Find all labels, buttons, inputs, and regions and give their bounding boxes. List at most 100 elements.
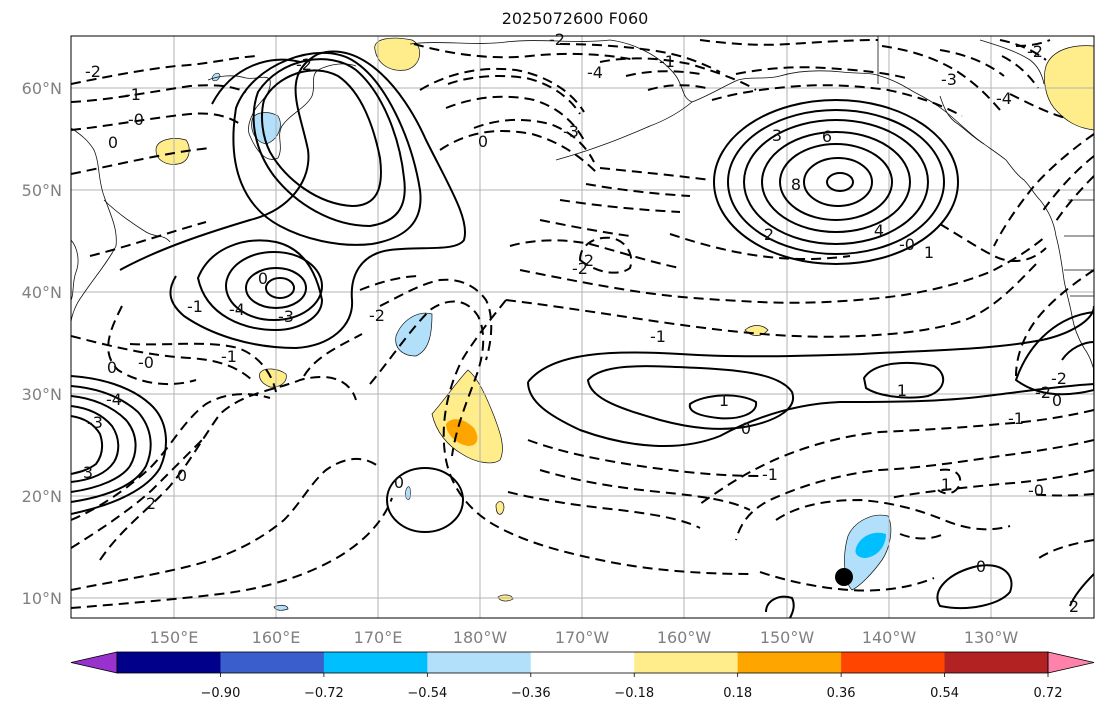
negative-contours xyxy=(71,39,1094,609)
high-center-contour xyxy=(713,99,959,265)
contour-label: -2 xyxy=(1027,42,1043,61)
colorbar-tick-label: 0.54 xyxy=(930,686,959,701)
contour-label: 1 xyxy=(924,243,934,262)
contour-label: 4 xyxy=(874,221,884,240)
map-title: 2025072600 F060 xyxy=(501,9,649,28)
contour-label: 0 xyxy=(108,133,118,152)
contour-label: -2 xyxy=(1051,369,1067,388)
contour-label: -1 xyxy=(650,327,666,346)
latitude-label: 30°N xyxy=(22,385,62,404)
contour-label: -0 xyxy=(899,235,915,254)
contour-label: 0 xyxy=(394,473,404,492)
colorbar-swatch xyxy=(530,652,635,673)
contour-label: 1 xyxy=(941,475,951,494)
colorbar-tick-label: −0.36 xyxy=(511,686,551,701)
yellow-patch xyxy=(155,138,190,165)
latitude-label: 50°N xyxy=(22,181,62,200)
colorbar-tick-label: −0.90 xyxy=(201,686,241,701)
contour-label: 0 xyxy=(258,269,268,288)
colorbar-swatch xyxy=(634,652,739,673)
colorbar-swatch xyxy=(737,652,842,673)
colorbar-tick-label: −0.18 xyxy=(614,686,654,701)
contour-label: -1 xyxy=(187,297,203,316)
yellow-patch xyxy=(495,501,505,515)
contour-label: 2 xyxy=(764,225,774,244)
contour-label: -2 xyxy=(549,30,565,49)
longitude-label: 180°W xyxy=(453,628,508,647)
colorbar-tick-labels: −0.90 −0.72 −0.54 −0.36 −0.18 0.18 0.36 0.54 0.7… xyxy=(201,673,1063,701)
contour-label: -1 xyxy=(659,52,675,71)
colorbar-tick-label: 0.36 xyxy=(827,686,856,701)
colorbar-extend-high xyxy=(1047,651,1095,674)
colorbar-swatch xyxy=(117,652,221,673)
contour-label: 1 xyxy=(719,391,729,410)
colorbar-tick-label: −0.72 xyxy=(304,686,344,701)
colorbar-swatch xyxy=(323,652,428,673)
storm-center-marker xyxy=(835,568,853,586)
contour-label: -2 xyxy=(572,259,588,278)
contour-label: -0 xyxy=(1028,481,1044,500)
longitude-label: 130°W xyxy=(964,628,1019,647)
latitude-label: 20°N xyxy=(22,487,62,506)
longitude-label: 170°W xyxy=(555,628,610,647)
colorbar-swatch xyxy=(841,652,946,673)
contour-label: -3 xyxy=(278,307,294,326)
latitude-axis: 60°N 50°N 40°N 30°N 20°N 10°N xyxy=(22,79,62,608)
contour-label: 8 xyxy=(791,175,801,194)
contour-label: -1 xyxy=(1008,409,1024,428)
contour-label: -1 xyxy=(221,347,237,366)
yellow-patch xyxy=(259,368,287,388)
colorbar-tick-label: 0.72 xyxy=(1034,686,1063,701)
contour-label: -2 xyxy=(85,62,101,81)
colorbar-extend-low xyxy=(70,651,118,674)
contour-label: -0 xyxy=(138,353,154,372)
contour-label: 0 xyxy=(177,466,187,485)
contour-lines xyxy=(71,39,1094,618)
contour-label: 2 xyxy=(584,251,594,270)
blue-patch xyxy=(855,532,886,558)
positive-contours xyxy=(71,50,1094,618)
longitude-label: 150°W xyxy=(760,628,815,647)
contour-label: 0 xyxy=(976,557,986,576)
contour-label: 0 xyxy=(1052,391,1062,410)
contour-label: -2 xyxy=(1035,383,1051,402)
contour-label: 0 xyxy=(107,358,117,377)
contour-label: -4 xyxy=(587,63,603,82)
colorbar-frame xyxy=(116,651,1049,674)
orange-patch xyxy=(446,419,478,446)
colorbar-tick-label: −0.54 xyxy=(407,686,447,701)
contour-label: 3 xyxy=(83,463,93,482)
contour-label: -3 xyxy=(941,70,957,89)
longitude-label: 170°E xyxy=(354,628,403,647)
contour-label: -2 xyxy=(296,55,312,74)
light-blue-patch xyxy=(273,604,289,611)
contour-label: 0 xyxy=(478,132,488,151)
light-blue-patch xyxy=(405,486,411,500)
longitude-label: 160°W xyxy=(657,628,712,647)
latitude-label: 10°N xyxy=(22,589,62,608)
contour-label: 6 xyxy=(822,127,832,146)
contour-label: 0 xyxy=(741,419,751,438)
contour-label: -0 xyxy=(128,110,144,129)
light-blue-patch xyxy=(395,312,433,357)
longitude-label: 150°E xyxy=(150,628,199,647)
contour-label: -4 xyxy=(229,300,245,319)
contour-label: -1 xyxy=(762,465,778,484)
contour-label: -4 xyxy=(996,89,1012,108)
latitude-label: 60°N xyxy=(22,79,62,98)
contour-label: -4 xyxy=(106,390,122,409)
contour-label: 1 xyxy=(897,381,907,400)
longitude-axis: 150°E 160°E 170°E 180°W 170°W 160°W 150°W 140°W… xyxy=(150,628,1019,647)
colorbar-swatch xyxy=(944,652,1049,673)
contour-label: 2 xyxy=(1069,597,1079,616)
yellow-patch xyxy=(431,369,503,464)
contour-label: -1 xyxy=(125,85,141,104)
contour-label: -3 xyxy=(87,413,103,432)
contour-label: -2 xyxy=(369,306,385,325)
contour-label: 2 xyxy=(146,494,156,513)
latitude-label: 40°N xyxy=(22,283,62,302)
colorbar-swatch xyxy=(427,652,532,673)
plot-frame xyxy=(70,35,1095,619)
